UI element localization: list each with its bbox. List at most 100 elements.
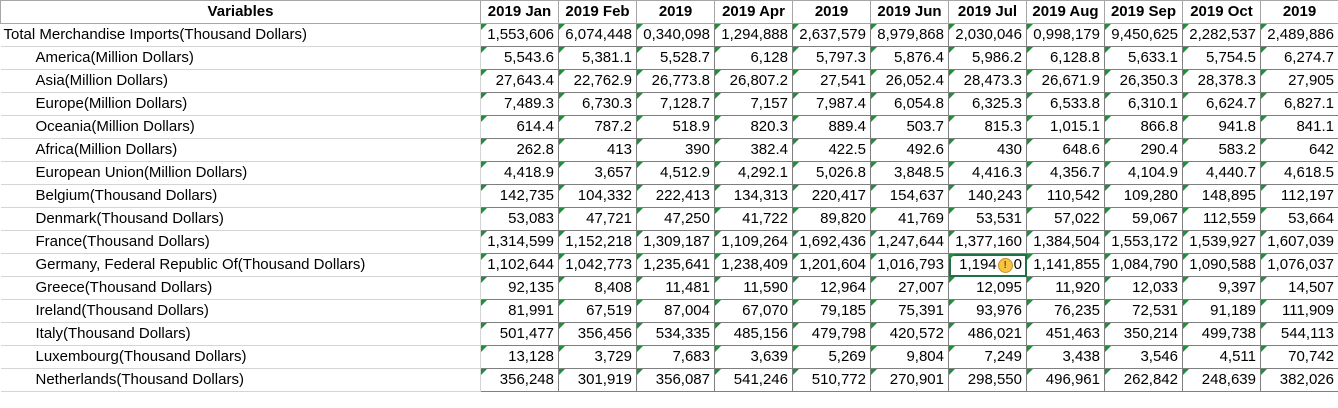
data-cell[interactable]: 3,546 (1104, 345, 1183, 369)
data-cell[interactable]: 248,639 (1182, 368, 1261, 392)
data-cell[interactable]: 0,340,098 (636, 23, 715, 47)
row-label[interactable]: France(Thousand Dollars) (0, 230, 481, 254)
data-cell[interactable]: 3,639 (714, 345, 793, 369)
data-cell[interactable]: 356,248 (480, 368, 559, 392)
data-cell[interactable]: 413 (558, 138, 637, 162)
data-cell[interactable]: 111,909 (1260, 299, 1338, 323)
data-cell[interactable]: 6,128 (714, 46, 793, 70)
data-cell[interactable]: 11,481 (636, 276, 715, 300)
data-cell[interactable]: 3,657 (558, 161, 637, 185)
data-cell[interactable]: 75,391 (870, 299, 949, 323)
data-cell[interactable]: 614.4 (480, 115, 559, 139)
data-cell[interactable]: 57,022 (1026, 207, 1105, 231)
data-cell[interactable]: 148,895 (1182, 184, 1261, 208)
data-cell[interactable]: 787.2 (558, 115, 637, 139)
data-cell[interactable]: 5,528.7 (636, 46, 715, 70)
data-cell[interactable]: 7,128.7 (636, 92, 715, 116)
data-cell[interactable]: 541,246 (714, 368, 793, 392)
row-label[interactable]: European Union(Million Dollars) (0, 161, 481, 185)
data-cell[interactable]: 642 (1260, 138, 1338, 162)
data-cell[interactable]: 1,539,927 (1182, 230, 1261, 254)
data-cell[interactable]: 1,152,218 (558, 230, 637, 254)
data-cell[interactable]: 1,076,037 (1260, 253, 1338, 277)
data-cell[interactable]: 11,590 (714, 276, 793, 300)
data-cell[interactable]: 6,827.1 (1260, 92, 1338, 116)
data-cell[interactable]: 503.7 (870, 115, 949, 139)
data-cell[interactable]: 1,692,436 (792, 230, 871, 254)
header-variables[interactable]: Variables (0, 0, 481, 24)
data-cell[interactable]: 72,531 (1104, 299, 1183, 323)
data-cell[interactable]: 1,090,588 (1182, 253, 1261, 277)
data-cell[interactable]: 6,054.8 (870, 92, 949, 116)
data-cell[interactable]: 59,067 (1104, 207, 1183, 231)
data-cell[interactable]: 142,735 (480, 184, 559, 208)
data-cell[interactable]: 4,416.3 (948, 161, 1027, 185)
data-cell[interactable]: 941.8 (1182, 115, 1261, 139)
data-cell[interactable]: 220,417 (792, 184, 871, 208)
data-cell[interactable]: 7,489.3 (480, 92, 559, 116)
data-cell[interactable]: 1,607,039 (1260, 230, 1338, 254)
data-cell[interactable]: 889.4 (792, 115, 871, 139)
data-cell[interactable]: 1,314,599 (480, 230, 559, 254)
data-cell[interactable]: 4,292.1 (714, 161, 793, 185)
data-cell[interactable]: 3,729 (558, 345, 637, 369)
data-cell[interactable]: 422.5 (792, 138, 871, 162)
data-cell[interactable]: 11,920 (1026, 276, 1105, 300)
data-cell[interactable]: 6,128.8 (1026, 46, 1105, 70)
data-cell[interactable]: 1,384,504 (1026, 230, 1105, 254)
data-cell[interactable]: 104,332 (558, 184, 637, 208)
data-cell[interactable]: 382.4 (714, 138, 793, 162)
data-cell[interactable]: 9,397 (1182, 276, 1261, 300)
row-label[interactable]: Denmark(Thousand Dollars) (0, 207, 481, 231)
data-cell[interactable]: 534,335 (636, 322, 715, 346)
data-cell[interactable]: 841.1 (1260, 115, 1338, 139)
row-label[interactable]: Ireland(Thousand Dollars) (0, 299, 481, 323)
data-cell[interactable]: 53,531 (948, 207, 1027, 231)
data-cell[interactable]: 583.2 (1182, 138, 1261, 162)
warning-icon[interactable]: ! (997, 257, 1013, 273)
data-cell[interactable]: 93,976 (948, 299, 1027, 323)
data-cell[interactable]: 544,113 (1260, 322, 1338, 346)
data-cell[interactable]: 262.8 (480, 138, 559, 162)
data-cell[interactable]: 8,979,868 (870, 23, 949, 47)
data-cell[interactable]: 67,070 (714, 299, 793, 323)
data-cell[interactable]: 8,408 (558, 276, 637, 300)
data-cell[interactable]: 298,550 (948, 368, 1027, 392)
data-cell[interactable]: 7,683 (636, 345, 715, 369)
data-cell[interactable]: 6,325.3 (948, 92, 1027, 116)
column-header[interactable]: 2019 Apr (714, 0, 793, 24)
data-cell[interactable]: 2,282,537 (1182, 23, 1261, 47)
data-cell[interactable]: 5,876.4 (870, 46, 949, 70)
data-cell[interactable]: 356,456 (558, 322, 637, 346)
data-cell[interactable]: 5,026.8 (792, 161, 871, 185)
data-cell[interactable]: 28,378.3 (1182, 69, 1261, 93)
data-cell[interactable]: 9,804 (870, 345, 949, 369)
data-cell[interactable]: 47,721 (558, 207, 637, 231)
row-label[interactable]: Germany, Federal Republic Of(Thousand Do… (0, 253, 481, 277)
column-header[interactable]: 2019 Aug (1026, 0, 1105, 24)
data-cell[interactable]: 28,473.3 (948, 69, 1027, 93)
data-cell[interactable]: 67,519 (558, 299, 637, 323)
data-cell[interactable]: 1,102,644 (480, 253, 559, 277)
data-cell[interactable]: 6,730.3 (558, 92, 637, 116)
data-cell[interactable]: 6,074,448 (558, 23, 637, 47)
data-cell[interactable]: 501,477 (480, 322, 559, 346)
column-header[interactable]: 2019 Jan (480, 0, 559, 24)
data-cell[interactable]: 92,135 (480, 276, 559, 300)
data-cell[interactable]: 47,250 (636, 207, 715, 231)
data-cell[interactable]: 26,671.9 (1026, 69, 1105, 93)
data-cell[interactable]: 815.3 (948, 115, 1027, 139)
data-cell[interactable]: 6,274.7 (1260, 46, 1338, 70)
data-cell[interactable]: 1,294,888 (714, 23, 793, 47)
column-header[interactable]: 2019 (792, 0, 871, 24)
data-cell[interactable]: 3,848.5 (870, 161, 949, 185)
data-cell[interactable]: 499,738 (1182, 322, 1261, 346)
row-label[interactable]: Greece(Thousand Dollars) (0, 276, 481, 300)
data-cell[interactable]: 1,309,187 (636, 230, 715, 254)
column-header[interactable]: 2019 Sep (1104, 0, 1183, 24)
data-cell[interactable]: 1,201,604 (792, 253, 871, 277)
data-cell[interactable]: 12,095 (948, 276, 1027, 300)
data-cell[interactable]: 1,042,773 (558, 253, 637, 277)
data-cell[interactable]: 1,016,793 (870, 253, 949, 277)
